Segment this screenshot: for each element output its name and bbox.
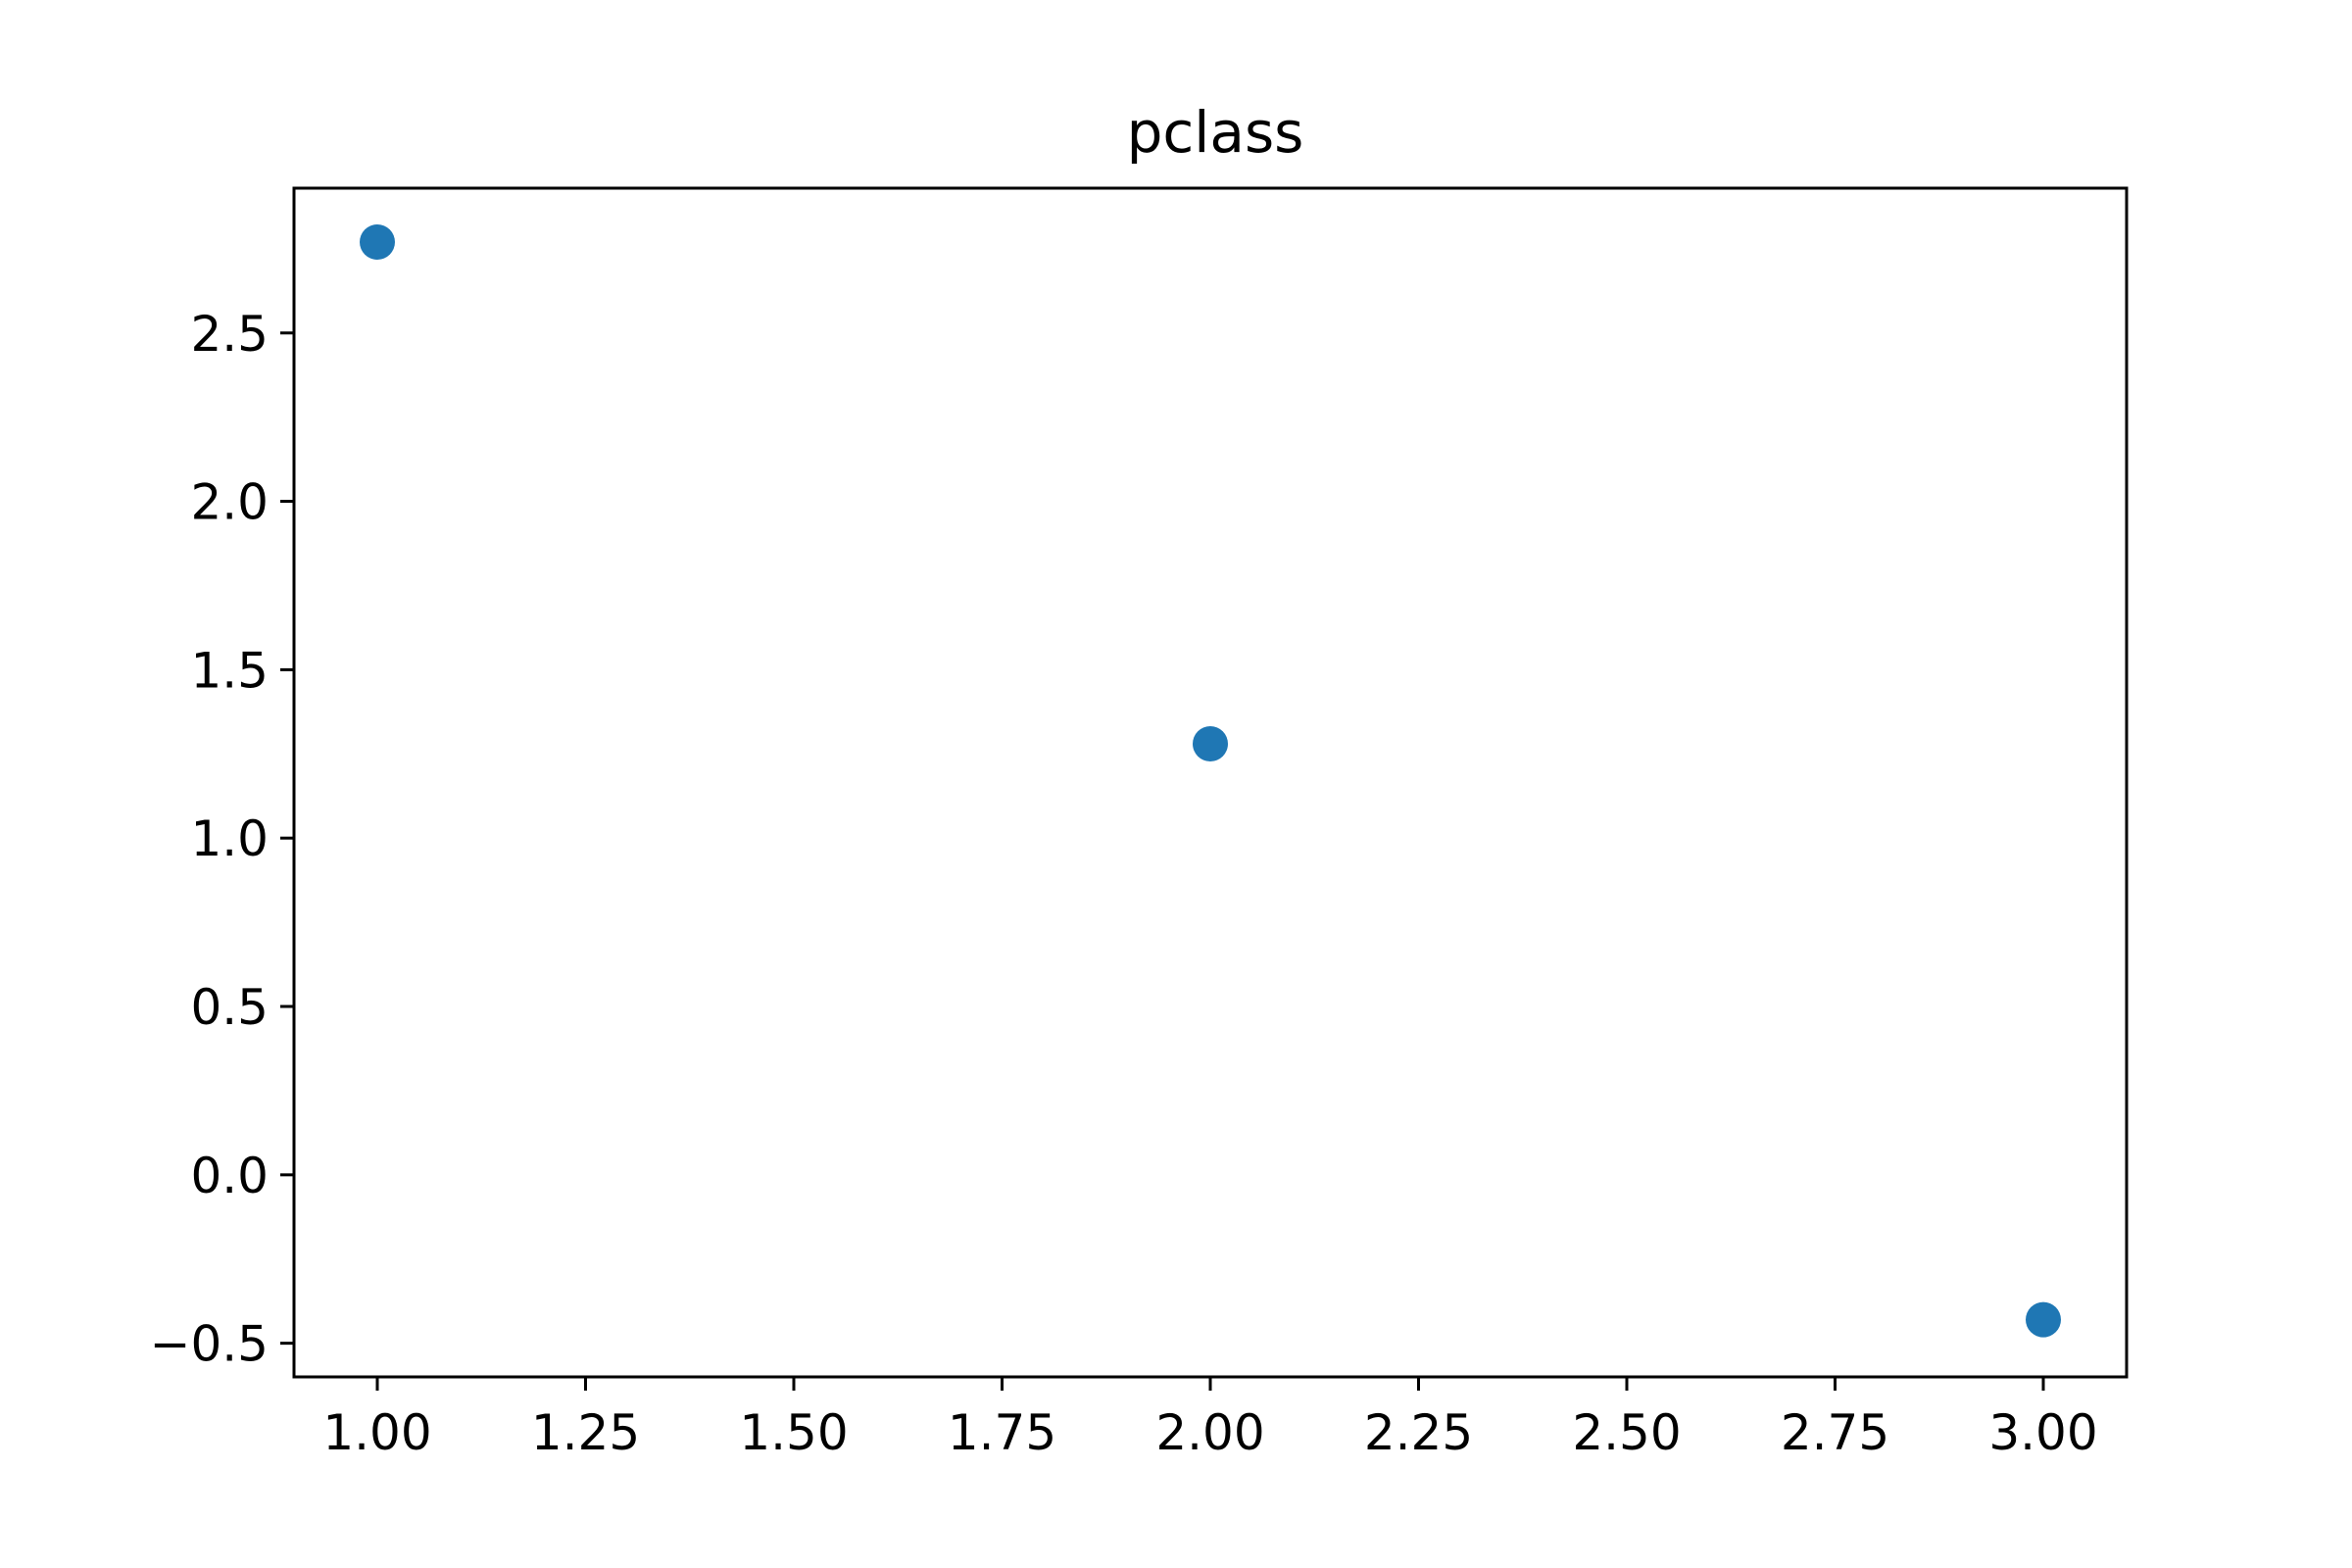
data-point <box>2026 1301 2061 1338</box>
x-tick-label: 1.75 <box>948 1404 1056 1461</box>
data-point <box>1193 725 1228 761</box>
x-tick-label: 2.75 <box>1781 1404 1889 1461</box>
y-tick-label: 1.5 <box>190 642 269 699</box>
data-points <box>360 223 2061 1338</box>
x-tick-label: 1.50 <box>739 1404 848 1461</box>
y-tick-label: 2.5 <box>190 306 269 363</box>
x-tick-label: 3.00 <box>1988 1404 2097 1461</box>
y-tick-label: 0.5 <box>190 979 269 1036</box>
x-tick-label: 2.00 <box>1155 1404 1264 1461</box>
y-tick-label: 2.0 <box>190 474 269 531</box>
plot-area-frame <box>292 186 2129 1379</box>
x-tick-label: 1.00 <box>322 1404 431 1461</box>
y-tick-label: 1.0 <box>190 810 269 867</box>
y-tick-label: 0.0 <box>190 1148 269 1204</box>
x-axis: 1.00 1.25 1.50 1.75 2.00 2.25 2.50 2.75 3.00 <box>322 1377 2098 1461</box>
x-tick-label: 1.25 <box>531 1404 640 1461</box>
x-tick-label: 2.50 <box>1572 1404 1681 1461</box>
x-tick-label: 2.25 <box>1364 1404 1473 1461</box>
y-axis: −0.5 0.0 0.5 1.0 1.5 2.0 2.5 <box>150 306 294 1373</box>
y-tick-label: −0.5 <box>150 1316 269 1373</box>
chart-title: pclass <box>1127 99 1304 166</box>
data-point <box>360 223 395 260</box>
